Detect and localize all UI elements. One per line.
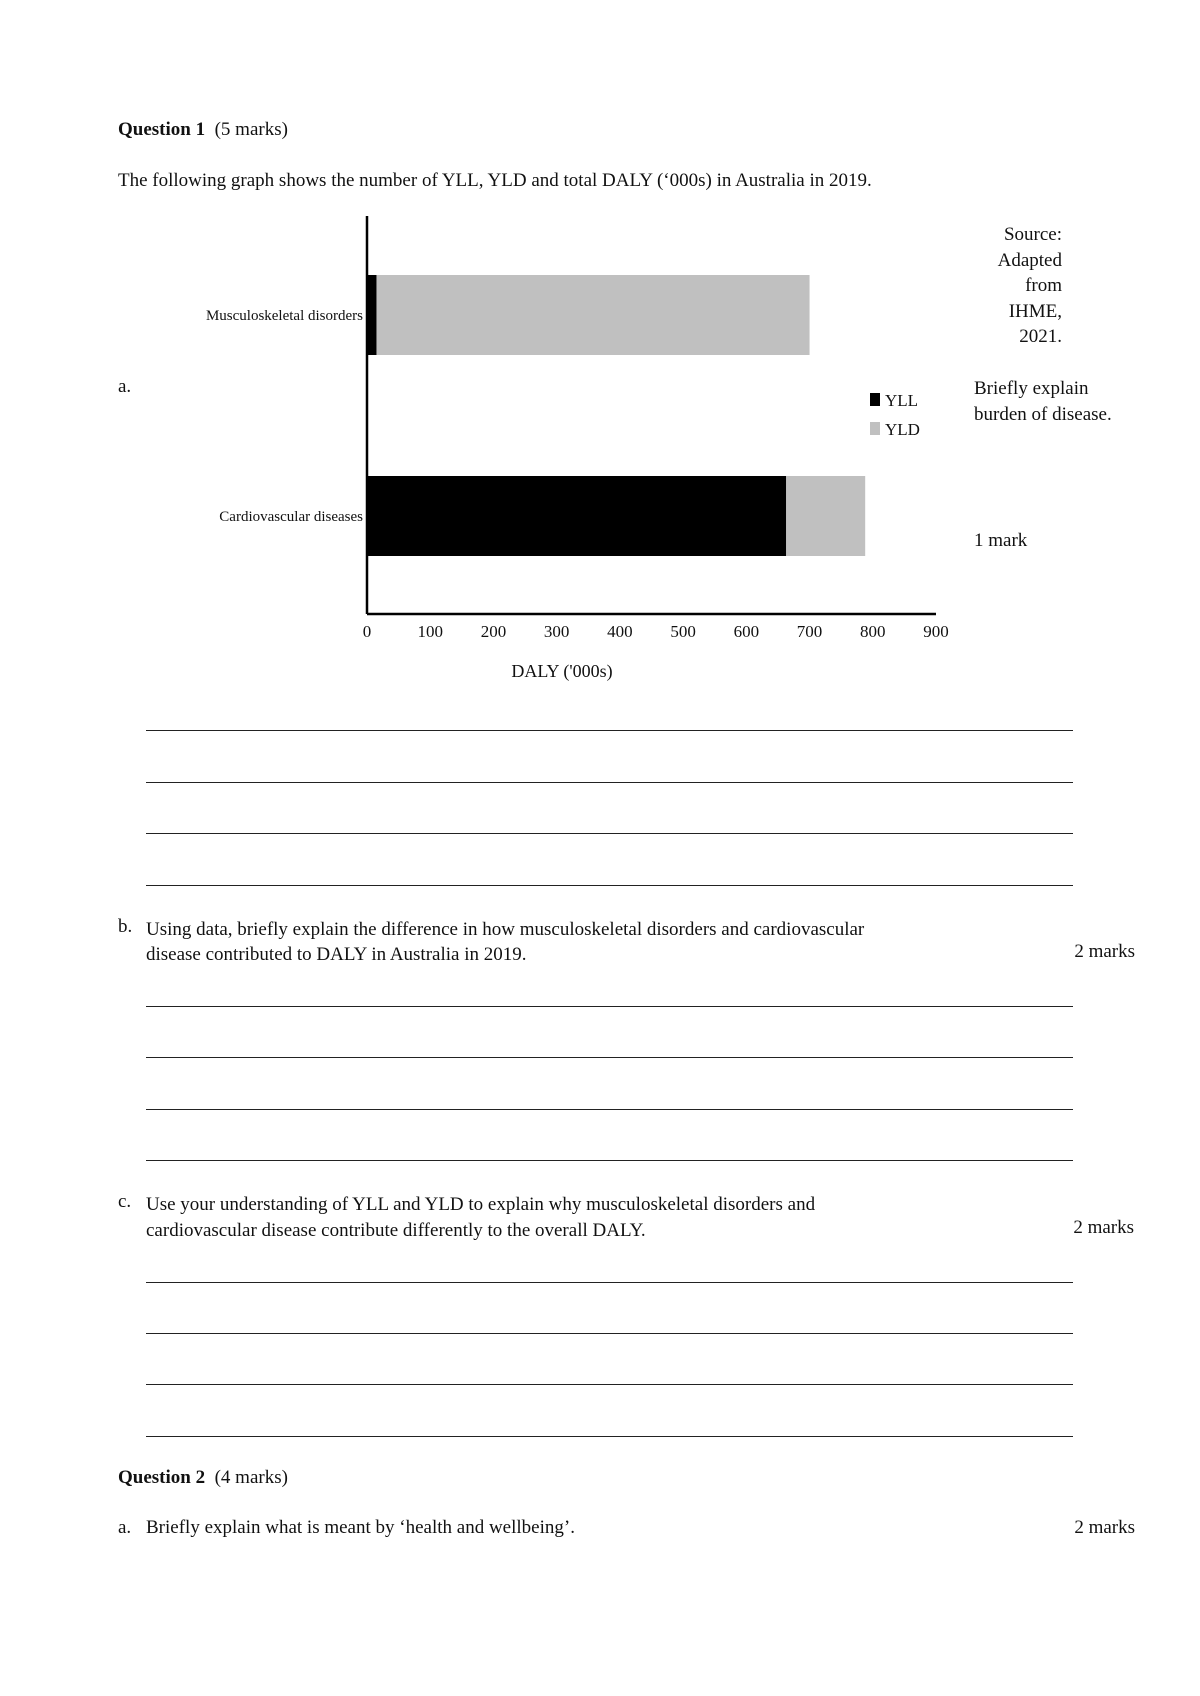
answer-line[interactable] [146, 1384, 1073, 1385]
source-note: Source: Adapted from IHME, 2021. [998, 222, 1062, 350]
answer-line[interactable] [146, 1282, 1073, 1283]
bar-yld [786, 476, 866, 556]
x-axis-title: DALY ('000s) [511, 661, 612, 682]
source-line: Adapted [997, 249, 1062, 271]
bar-yll [367, 476, 787, 556]
part-c-label: c. [118, 1191, 132, 1212]
x-tick-label: 300 [544, 622, 570, 641]
text-line: Using data, briefly explain the differen… [146, 919, 865, 940]
answer-line[interactable] [146, 1436, 1073, 1437]
daly-bar-chart: Musculoskeletal disorders Cardiovascular … [206, 216, 949, 682]
answer-line[interactable] [146, 1057, 1073, 1058]
text-line: Use your understanding of YLL and YLD to… [146, 1194, 816, 1215]
q2-part-a-text: Briefly explain what is meant by ‘health… [146, 1517, 575, 1538]
part-c-marks: 2 marks [1073, 1217, 1134, 1238]
part-a-label: a. [118, 376, 132, 397]
source-line: Source: [1003, 224, 1062, 245]
part-a-text: Briefly explain burden of disease. [974, 376, 1112, 428]
question-title: Question 2 [118, 1467, 206, 1488]
part-b-text: Using data, briefly explain the differen… [146, 917, 864, 967]
text-line: cardiovascular disease contribute differ… [146, 1220, 646, 1241]
answer-line[interactable] [146, 1006, 1073, 1007]
answer-line[interactable] [146, 782, 1073, 783]
legend-label: YLD [885, 420, 920, 439]
question-marks: (5 marks) [214, 119, 288, 140]
question-1-heading: Question 1 (5 marks) [118, 120, 288, 139]
question-2-heading: Question 2 (4 marks) [118, 1468, 288, 1487]
legend-swatch-yld [870, 422, 880, 435]
x-tick-label: 600 [734, 622, 760, 641]
q2-part-a-marks: 2 marks [1074, 1517, 1135, 1538]
legend-label: YLL [885, 391, 918, 410]
question-marks: (4 marks) [214, 1467, 288, 1488]
legend-swatch-yll [870, 393, 880, 406]
answer-line[interactable] [146, 1333, 1073, 1334]
source-line: IHME, [1008, 300, 1062, 322]
question-title: Question 1 [118, 119, 206, 140]
category-label: Musculoskeletal disorders [206, 308, 363, 324]
x-tick-label: 700 [797, 622, 823, 641]
answer-line[interactable] [146, 730, 1073, 731]
source-line: from [1025, 275, 1062, 297]
part-a-marks: 1 mark [974, 530, 1028, 551]
x-tick-label: 100 [417, 622, 443, 641]
source-line: 2021. [1019, 326, 1062, 348]
answer-line[interactable] [146, 885, 1073, 886]
bar-yll [367, 275, 377, 355]
x-tick-label: 500 [670, 622, 696, 641]
x-tick-label: 0 [363, 622, 372, 641]
x-tick-label: 800 [860, 622, 886, 641]
part-b-label: b. [118, 916, 133, 937]
answer-line[interactable] [146, 833, 1073, 834]
text-line: Briefly explain [974, 378, 1089, 399]
x-tick-label: 200 [481, 622, 507, 641]
answer-line[interactable] [146, 1160, 1073, 1161]
x-tick-label: 900 [923, 622, 949, 641]
part-c-text: Use your understanding of YLL and YLD to… [146, 1192, 815, 1244]
part-b-marks: 2 marks [1074, 941, 1135, 962]
answer-line[interactable] [146, 1109, 1073, 1110]
bar-yld [376, 275, 810, 355]
question-intro: The following graph shows the number of … [118, 170, 872, 191]
q2-part-a-label: a. [118, 1517, 132, 1538]
text-line: disease contributed to DALY in Australia… [146, 944, 527, 965]
text-line: burden of disease. [974, 404, 1112, 425]
x-tick-label: 400 [607, 622, 633, 641]
category-label: Cardiovascular diseases [219, 509, 363, 525]
